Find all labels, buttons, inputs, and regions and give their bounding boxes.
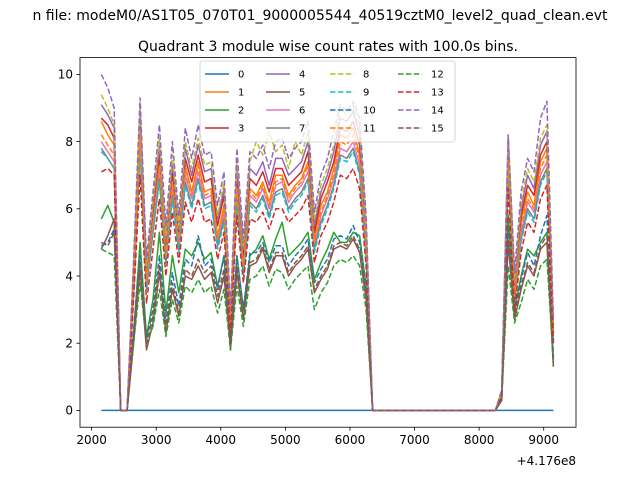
legend-label: 1 xyxy=(238,88,244,99)
y-tick-label: 10 xyxy=(58,68,73,82)
chart-title: Quadrant 3 module wise count rates with … xyxy=(138,39,518,55)
x-tick-label: 3000 xyxy=(141,433,172,447)
y-tick-label: 0 xyxy=(65,404,73,418)
x-tick-label: 7000 xyxy=(399,433,430,447)
y-tick-label: 8 xyxy=(65,135,73,149)
legend-label: 4 xyxy=(299,70,305,81)
y-axis: 0 2 4 6 8 10 xyxy=(58,68,80,418)
y-tick-label: 2 xyxy=(65,337,73,351)
legend-label: 10 xyxy=(363,106,376,117)
figure-suptitle: n file: modeM0/AS1T05_070T01_9000005544_… xyxy=(32,8,608,24)
legend-label: 7 xyxy=(299,124,305,135)
x-tick-label: 5000 xyxy=(270,433,301,447)
legend-label: 15 xyxy=(431,124,444,135)
x-offset-text: +4.176e8 xyxy=(517,454,576,468)
series-line-15 xyxy=(100,231,555,412)
legend-label: 12 xyxy=(431,70,444,81)
legend-label: 9 xyxy=(363,88,369,99)
legend-label: 0 xyxy=(238,70,244,81)
legend-label: 5 xyxy=(299,88,305,99)
series-line-14 xyxy=(100,74,555,412)
series-line-12 xyxy=(100,248,555,412)
x-tick-label: 6000 xyxy=(335,433,366,447)
legend-label: 13 xyxy=(431,88,444,99)
legend-label: 6 xyxy=(299,106,305,117)
x-tick-label: 9000 xyxy=(528,433,559,447)
legend-label: 14 xyxy=(431,106,444,117)
legend-label: 2 xyxy=(238,106,244,117)
x-tick-label: 8000 xyxy=(464,433,495,447)
legend-label: 3 xyxy=(238,124,244,135)
y-tick-label: 4 xyxy=(65,269,73,283)
plot-frame xyxy=(79,57,577,428)
series-lines xyxy=(100,74,555,412)
legend-label: 8 xyxy=(363,70,369,81)
legend-box xyxy=(199,60,456,143)
x-tick-label: 4000 xyxy=(206,433,237,447)
x-tick-label: 2000 xyxy=(76,433,107,447)
y-tick-label: 6 xyxy=(65,202,73,216)
series-line-1 xyxy=(100,121,555,412)
series-line-13 xyxy=(100,167,555,412)
x-axis: 2000 3000 4000 5000 6000 7000 8000 9000 xyxy=(76,427,559,447)
legend-label: 11 xyxy=(363,124,376,135)
series-line-4 xyxy=(100,104,555,412)
